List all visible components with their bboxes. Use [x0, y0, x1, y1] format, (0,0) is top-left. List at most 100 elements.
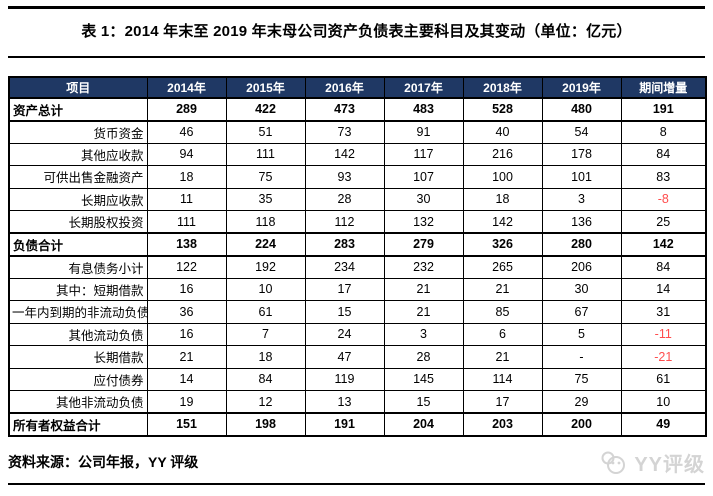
- cell-value: 84: [225, 367, 306, 391]
- cell-value: 21: [462, 277, 543, 301]
- cell-value: 138: [146, 232, 227, 257]
- cell-value: 75: [225, 165, 306, 189]
- cell-value: 151: [146, 412, 227, 437]
- row-label: 其他应收款: [8, 142, 148, 166]
- cell-value: 94: [146, 142, 227, 166]
- top-rule: [8, 6, 705, 9]
- cell-value: 13: [304, 390, 385, 414]
- cell-value: 3: [383, 322, 464, 346]
- row-label: 有息债务小计: [8, 255, 148, 279]
- cell-value: 40: [462, 120, 543, 144]
- cell-value: 142: [304, 142, 385, 166]
- cell-value: 10: [620, 390, 707, 414]
- cell-value: 112: [304, 210, 385, 234]
- cell-value: 142: [462, 210, 543, 234]
- cell-value: 21: [146, 345, 227, 369]
- cell-value: 61: [225, 300, 306, 324]
- table-row: 一年内到期的非流动负债 36 61 15 21 85 67 31: [8, 300, 707, 324]
- cell-value: 54: [541, 120, 622, 144]
- cell-value: 10: [225, 277, 306, 301]
- cell-value: 136: [541, 210, 622, 234]
- table-row: 其他流动负债 16 7 24 3 6 5 -11: [8, 322, 707, 346]
- cell-value: 283: [304, 232, 385, 257]
- column-header: 2018年: [462, 76, 543, 99]
- cell-value: 15: [304, 300, 385, 324]
- cell-value: 107: [383, 165, 464, 189]
- cell-value: 145: [383, 367, 464, 391]
- cell-value: 61: [620, 367, 707, 391]
- cell-value: 422: [225, 97, 306, 122]
- row-label: 长期借款: [8, 345, 148, 369]
- cell-value: 100: [462, 165, 543, 189]
- row-label: 所有者权益合计: [8, 412, 148, 437]
- row-label: 其他流动负债: [8, 322, 148, 346]
- bottom-rule: [8, 483, 705, 485]
- table-row: 货币资金 46 51 73 91 40 54 8: [8, 120, 707, 144]
- row-label: 应付债券: [8, 367, 148, 391]
- cell-value: 204: [383, 412, 464, 437]
- cell-value: 14: [620, 277, 707, 301]
- cell-value: 17: [304, 277, 385, 301]
- cell-value: 119: [304, 367, 385, 391]
- cell-value: 232: [383, 255, 464, 279]
- table-body: 资产总计 289 422 473 483 528 480 191 货币资金 46 51 73 91 40 5…: [8, 97, 707, 437]
- cell-value: 473: [304, 97, 385, 122]
- table-row: 其他非流动负债 19 12 13 15 17 29 10: [8, 390, 707, 414]
- cell-value: 84: [620, 255, 707, 279]
- cell-value: 111: [225, 142, 306, 166]
- cell-value: 191: [304, 412, 385, 437]
- cell-value: 528: [462, 97, 543, 122]
- row-label: 资产总计: [8, 97, 148, 122]
- cell-value: 8: [620, 120, 707, 144]
- cell-value: -8: [620, 187, 707, 211]
- cell-value: 206: [541, 255, 622, 279]
- cell-value: 91: [383, 120, 464, 144]
- cell-value: 85: [462, 300, 543, 324]
- cell-value: 21: [462, 345, 543, 369]
- column-header: 2015年: [225, 76, 306, 99]
- cell-value: 142: [620, 232, 707, 257]
- cell-value: 3: [541, 187, 622, 211]
- cell-value: 49: [620, 412, 707, 437]
- cell-value: 198: [225, 412, 306, 437]
- column-header: 2014年: [146, 76, 227, 99]
- cell-value: 24: [304, 322, 385, 346]
- row-label: 货币资金: [8, 120, 148, 144]
- cell-value: 114: [462, 367, 543, 391]
- table-row: 负债合计 138 224 283 279 326 280 142: [8, 232, 707, 257]
- cell-value: 101: [541, 165, 622, 189]
- cell-value: -21: [620, 345, 707, 369]
- cell-value: 75: [541, 367, 622, 391]
- cell-value: 122: [146, 255, 227, 279]
- watermark-label: YY评级: [634, 454, 705, 476]
- cell-value: 7: [225, 322, 306, 346]
- cell-value: 234: [304, 255, 385, 279]
- cell-value: -11: [620, 322, 707, 346]
- cell-value: 280: [541, 232, 622, 257]
- row-label: 长期股权投资: [8, 210, 148, 234]
- cell-value: 29: [541, 390, 622, 414]
- cell-value: 178: [541, 142, 622, 166]
- cell-value: 17: [462, 390, 543, 414]
- balance-sheet-table: 项目 2014年 2015年 2016年 2017年 2018年 2019年 期间增量 资产总…: [8, 76, 707, 437]
- table-row: 所有者权益合计 151 198 191 204 203 200 49: [8, 412, 707, 437]
- cell-value: -: [541, 345, 622, 369]
- cell-value: 200: [541, 412, 622, 437]
- cell-value: 117: [383, 142, 464, 166]
- cell-value: 192: [225, 255, 306, 279]
- cell-value: 51: [225, 120, 306, 144]
- cell-value: 216: [462, 142, 543, 166]
- brand-watermark: YY评级: [599, 448, 705, 477]
- cell-value: 326: [462, 232, 543, 257]
- cell-value: 5: [541, 322, 622, 346]
- cell-value: 47: [304, 345, 385, 369]
- table-row: 长期借款 21 18 47 28 21- -21: [8, 345, 707, 369]
- cell-value: 84: [620, 142, 707, 166]
- column-header: 2019年: [541, 76, 622, 99]
- table-row: 可供出售金融资产 18 75 93 107 100 101 83: [8, 165, 707, 189]
- cell-value: 18: [462, 187, 543, 211]
- cell-value: 28: [383, 345, 464, 369]
- column-header: 2017年: [383, 76, 464, 99]
- column-header: 期间增量: [620, 76, 707, 99]
